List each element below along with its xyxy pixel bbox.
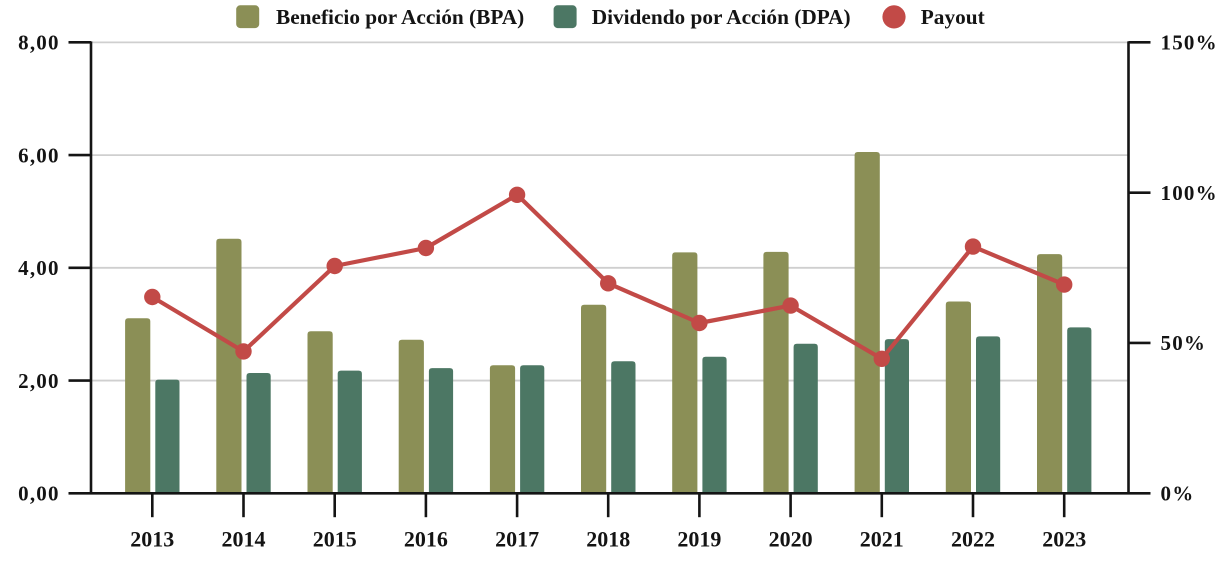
svg-text:100%: 100%: [1161, 181, 1218, 205]
svg-text:2018: 2018: [586, 527, 630, 552]
svg-text:2016: 2016: [404, 527, 448, 552]
svg-text:6,00: 6,00: [18, 143, 60, 167]
svg-text:2021: 2021: [860, 527, 904, 552]
svg-text:Dividendo por Acción (DPA): Dividendo por Acción (DPA): [592, 5, 851, 29]
svg-text:2022: 2022: [951, 527, 995, 552]
svg-text:0%: 0%: [1161, 482, 1195, 506]
svg-text:50%: 50%: [1161, 331, 1207, 355]
svg-text:Beneficio por Acción (BPA): Beneficio por Acción (BPA): [276, 5, 524, 29]
svg-text:4,00: 4,00: [18, 256, 60, 280]
svg-text:2019: 2019: [677, 527, 721, 552]
svg-text:2014: 2014: [222, 527, 266, 552]
svg-text:2013: 2013: [130, 527, 174, 552]
svg-text:2015: 2015: [313, 527, 357, 552]
svg-text:8,00: 8,00: [18, 31, 60, 55]
svg-text:150%: 150%: [1161, 31, 1218, 55]
svg-text:2,00: 2,00: [18, 369, 60, 393]
svg-text:2017: 2017: [495, 527, 539, 552]
svg-text:2020: 2020: [769, 527, 813, 552]
svg-text:Payout: Payout: [921, 5, 985, 29]
svg-text:0,00: 0,00: [18, 482, 60, 506]
svg-text:2023: 2023: [1042, 527, 1086, 552]
